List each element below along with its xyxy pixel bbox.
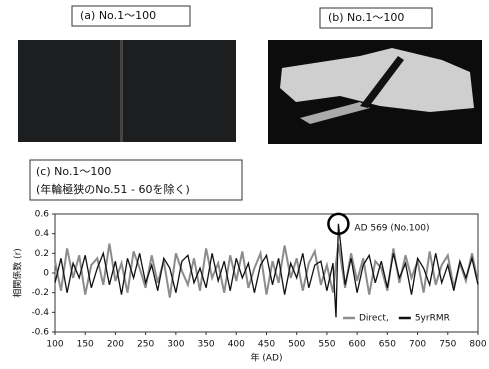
chart-title: (c) No.1〜100 (36, 165, 111, 178)
x-tick-label: 300 (167, 340, 184, 350)
legend-label: 5yrRMR (415, 314, 450, 324)
x-tick-label: 150 (77, 340, 94, 350)
panel-c-label-box (29, 159, 243, 201)
photo-b-crack (360, 56, 404, 108)
x-axis-label: 年 (AD) (251, 352, 283, 364)
panel-b-label: (b) No.1〜100 (328, 11, 404, 24)
photo-b-sample (280, 48, 474, 112)
annotation-circle (327, 212, 350, 236)
panel-b-label-box (319, 7, 433, 29)
y-tick-label: -0.6 (31, 328, 49, 338)
x-tick-label: 800 (469, 340, 486, 350)
x-tick-label: 400 (228, 340, 245, 350)
y-tick-label: 0.2 (35, 249, 49, 259)
photo-b-fragment (300, 102, 370, 124)
panel-a-label-box (71, 5, 191, 27)
panel-a-label: (a) No.1〜100 (80, 9, 156, 22)
x-tick-label: 700 (409, 340, 426, 350)
x-tick-label: 550 (318, 340, 335, 350)
x-tick-label: 600 (349, 340, 366, 350)
photo-a-seam (120, 40, 123, 142)
chart-subtitle: (年輪極狭のNo.51 - 60を除く) (36, 182, 190, 196)
annotation: AD 569 (No.100) (354, 223, 429, 233)
y-tick-label: 0 (43, 269, 49, 279)
x-tick-label: 100 (46, 340, 63, 350)
x-tick-label: 750 (439, 340, 456, 350)
x-tick-label: 650 (379, 340, 396, 350)
y-tick-label: 0.4 (35, 229, 50, 239)
x-tick-label: 500 (288, 340, 305, 350)
x-tick-label: 350 (197, 340, 214, 350)
series-line (54, 223, 479, 318)
y-axis-label: 相関係数 (r) (12, 248, 24, 298)
x-tick-label: 200 (107, 340, 124, 350)
y-tick-label: -0.4 (31, 308, 49, 318)
series-line (54, 243, 479, 298)
y-tick-label: -0.2 (31, 288, 49, 298)
x-tick-label: 250 (137, 340, 154, 350)
y-tick-label: 0.6 (35, 210, 50, 220)
x-tick-label: 450 (258, 340, 275, 350)
legend-label: Direct, (359, 314, 389, 324)
photo-a (18, 40, 236, 142)
